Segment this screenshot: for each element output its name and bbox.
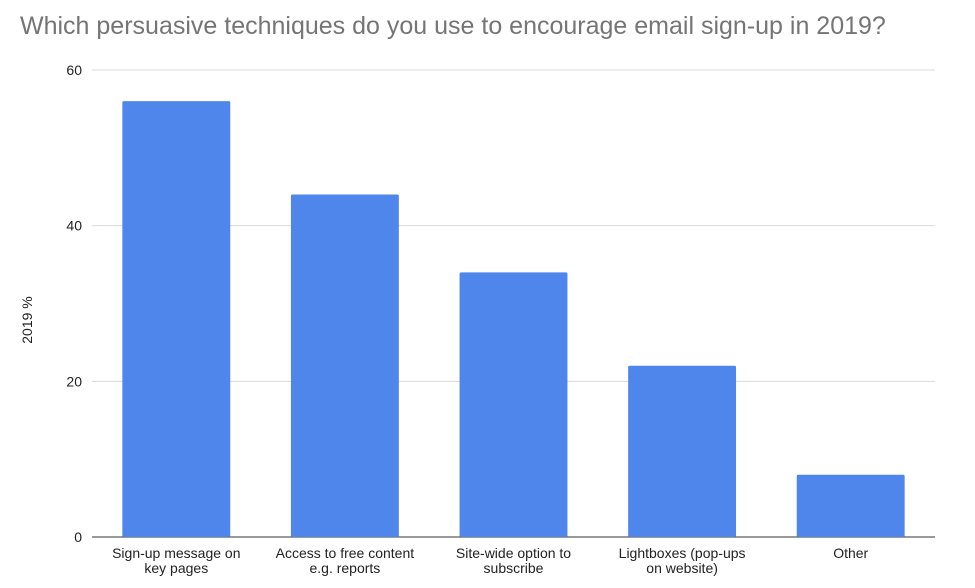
y-tick-label: 60 xyxy=(66,62,82,78)
y-tick-label: 40 xyxy=(66,218,82,234)
x-tick-label: on website) xyxy=(646,560,718,576)
y-tick-label: 0 xyxy=(74,529,82,545)
bar xyxy=(628,365,737,537)
x-tick-label: Sign-up message on xyxy=(112,545,240,561)
x-tick-label: Access to free content xyxy=(276,545,415,561)
chart-title: Which persuasive techniques do you use t… xyxy=(20,12,886,40)
bar xyxy=(122,101,231,537)
bar xyxy=(796,474,905,537)
y-tick-labels: 0 20 40 60 xyxy=(66,62,82,545)
bar xyxy=(290,194,399,538)
x-tick-label: e.g. reports xyxy=(309,560,380,576)
bars xyxy=(122,101,905,538)
x-tick-label: key pages xyxy=(144,560,208,576)
x-tick-label: Lightboxes (pop-ups xyxy=(619,545,746,561)
x-tick-label: subscribe xyxy=(484,560,544,576)
bar xyxy=(459,272,568,537)
y-tick-label: 20 xyxy=(66,373,82,389)
x-tick-label: Site-wide option to xyxy=(456,545,571,561)
x-tick-label: Other xyxy=(833,545,868,561)
